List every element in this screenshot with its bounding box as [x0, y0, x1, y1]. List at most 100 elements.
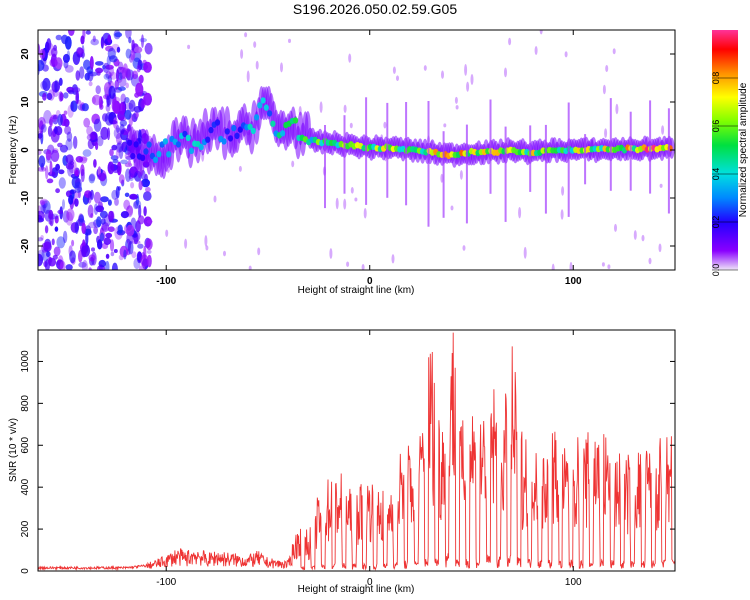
spectrogram-noise-speck — [329, 248, 333, 259]
spectrogram-noise-blob — [100, 126, 109, 140]
spectrogram-noise-blob — [81, 103, 89, 112]
spectrogram-ridge-core — [234, 132, 240, 139]
spectrogram-noise-blob — [99, 232, 105, 242]
spectrogram-noise-speck — [539, 30, 543, 35]
spectrogram-noise-blob — [88, 254, 96, 262]
spectrogram-noise-blob — [145, 238, 153, 251]
spectrogram-noise-blob — [64, 36, 72, 50]
spectrogram-noise-speck — [462, 245, 466, 251]
spectrogram-noise-blob — [84, 72, 90, 81]
spectrogram-noise-speck — [561, 186, 565, 196]
spectrogram-noise-blob — [41, 242, 49, 253]
spectrogram-noise-blob — [86, 125, 93, 136]
spectrogram-noise-speck — [641, 234, 645, 242]
snr-series-line — [38, 332, 675, 571]
spectrogram-noise-speck — [354, 197, 358, 202]
spectrogram-noise-blob — [104, 112, 114, 126]
spectrogram-noise-blob — [46, 178, 54, 184]
spectrogram-noise-blob — [65, 264, 73, 270]
spectrogram-noise-blob — [132, 233, 138, 238]
spectrogram-noise-blob — [118, 174, 125, 184]
spectrogram-ridge-core — [227, 135, 234, 142]
spectrogram-noise-blob — [65, 154, 74, 164]
spectrogram-ridge-core — [293, 117, 299, 124]
spectrogram-ridge-core — [221, 138, 227, 145]
spectrogram-ridge-core — [185, 134, 191, 142]
spectrogram-noise-blob — [51, 115, 57, 123]
spectrogram-noise-blob — [133, 106, 142, 113]
spectrogram-noise-blob — [118, 254, 124, 261]
spectrogram-noise-speck — [361, 264, 365, 270]
spectrogram-noise-blob — [138, 74, 144, 84]
spectrogram-noise-blob — [81, 260, 88, 270]
spectrogram-noise-blob — [116, 69, 120, 82]
spectrogram-noise-blob — [53, 246, 61, 257]
spectrogram-ridge-core — [146, 141, 152, 148]
spectrogram-noise-blob — [58, 169, 65, 175]
spectrogram-noise-blob — [126, 224, 135, 237]
spectrogram-streak — [649, 100, 652, 194]
spectrogram-noise-blob — [141, 178, 151, 188]
spectrogram-noise-blob — [116, 46, 121, 53]
spectrogram-ytick-label: 0 — [20, 147, 31, 153]
spectrogram-noise-blob — [143, 191, 152, 202]
spectrogram-ylabel: Frequency (Hz) — [8, 116, 19, 185]
spectrogram-noise-blob — [143, 92, 153, 106]
spectrogram-noise-blob — [89, 56, 94, 70]
spectrogram-noise-blob — [108, 210, 114, 222]
spectrogram-noise-blob — [68, 194, 74, 205]
spectrogram-noise-blob — [106, 95, 110, 108]
spectrogram-ridge-core — [205, 136, 211, 143]
spectrogram-noise-blob — [88, 191, 92, 200]
spectrogram-noise-blob — [86, 133, 96, 141]
spectrogram-noise-blob — [137, 215, 145, 225]
spectrogram-noise-blob — [93, 226, 98, 235]
spectrogram-noise-speck — [346, 261, 350, 267]
spectrogram-noise-speck — [348, 53, 352, 63]
spectrogram-noise-blob — [109, 148, 114, 157]
spectrogram-noise-speck — [605, 65, 609, 72]
spectrogram-noise-blob — [135, 112, 139, 118]
spectrogram-noise-speck — [564, 51, 568, 58]
spectrogram-streak — [544, 124, 547, 214]
spectrogram-noise-speck — [455, 105, 459, 110]
spectrogram-ridge-core — [231, 124, 237, 132]
spectrogram-noise-blob — [95, 85, 101, 95]
spectrogram-ridge-core — [198, 143, 204, 151]
spectrogram-noise-blob — [59, 262, 64, 270]
spectrogram-noise-speck — [204, 235, 208, 247]
spectrogram-noise-speck — [255, 60, 259, 70]
spectrogram-noise-blob — [66, 131, 73, 142]
spectrogram-noise-blob — [78, 261, 87, 268]
spectrogram-streak — [489, 99, 492, 194]
snr-xtick-label: 100 — [565, 577, 582, 588]
colorbar-tick-label: 0.0 — [711, 264, 721, 277]
spectrogram-noise-blob — [85, 30, 91, 35]
spectrogram-ridge-core — [166, 151, 172, 158]
spectrogram-noise-blob — [129, 193, 138, 200]
spectrogram-noise-speck — [607, 264, 611, 270]
spectrogram-noise-blob — [62, 230, 68, 244]
spectrogram-noise-blob — [63, 92, 69, 99]
spectrogram-streak — [629, 111, 632, 191]
spectrogram-noise-blob — [80, 51, 86, 58]
spectrogram-noise-blob — [42, 92, 47, 101]
spectrogram-noise-speck — [470, 74, 474, 85]
spectrogram-noise-blob — [56, 236, 66, 249]
snr-ytick-label: 600 — [20, 436, 31, 453]
spectrogram-ytick-label: -20 — [20, 238, 31, 253]
spectrogram-noise-blob — [128, 168, 136, 178]
spectrogram-ridge-core — [162, 138, 168, 145]
spectrogram-noise-blob — [124, 162, 133, 168]
snr-ytick-label: 400 — [20, 478, 31, 495]
spectrogram-noise-blob — [133, 46, 143, 54]
spectrogram-noise-blob — [49, 160, 53, 175]
spectrogram-noise-blob — [54, 126, 58, 135]
spectrogram-noise-blob — [38, 253, 44, 267]
spectrogram-streak — [667, 108, 670, 214]
spectrogram-noise-speck — [518, 207, 522, 219]
spectrogram-noise-blob — [113, 127, 122, 139]
spectrogram-noise-speck — [205, 245, 209, 251]
spectrogram-noise-speck — [523, 246, 527, 259]
